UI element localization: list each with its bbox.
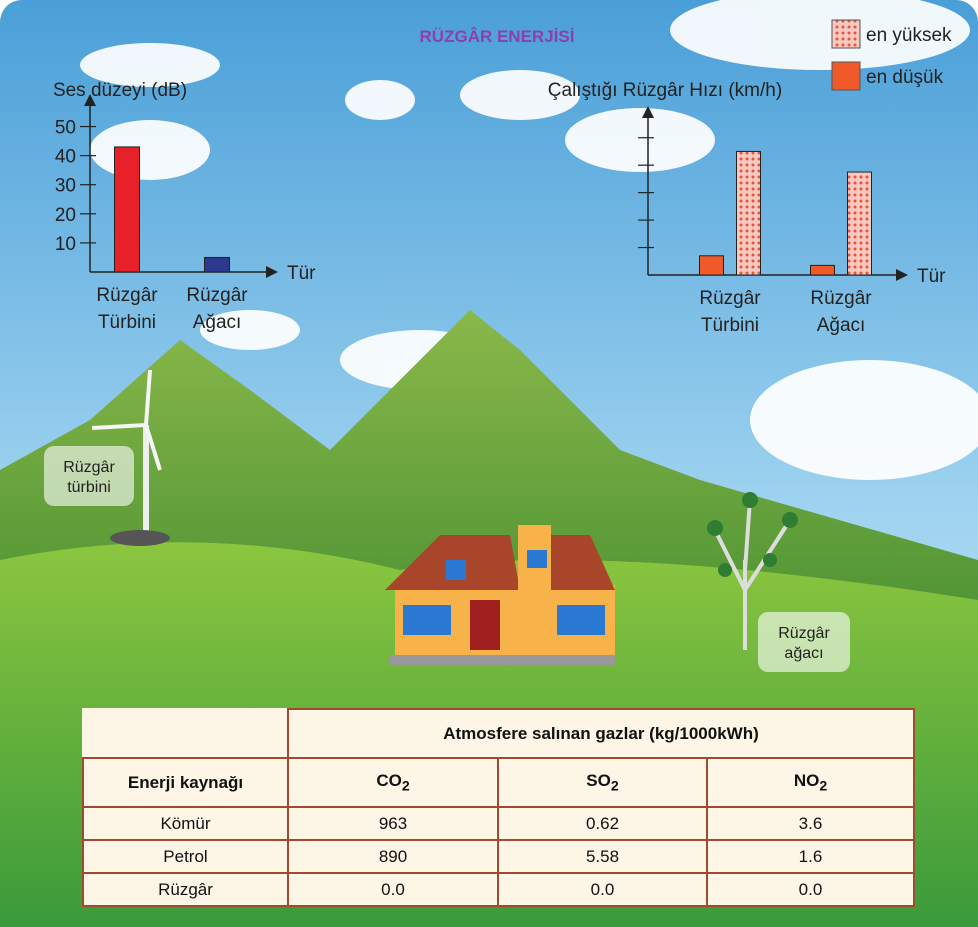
emissions-table: Atmosfere salınan gazlar (kg/1000kWh) En… <box>82 708 915 907</box>
legend-label: en düşük <box>866 67 944 88</box>
table-cell: 0.0 <box>498 873 707 906</box>
subscript: 2 <box>611 778 619 794</box>
bar <box>737 151 761 275</box>
table-cell: Kömür <box>83 807 288 840</box>
table-cell: 1.6 <box>707 840 914 873</box>
column-header-text: CO <box>376 771 402 790</box>
table-cell: 890 <box>288 840 498 873</box>
column-header-text: Enerji kaynağı <box>128 773 243 792</box>
legend-label: en yüksek <box>866 25 952 46</box>
table-cell: 5.58 <box>498 840 707 873</box>
y-axis-label: Çalıştığı Rüzgâr Hızı (km/h) <box>548 80 782 101</box>
bar <box>115 147 140 272</box>
column-header: CO2 <box>288 758 498 807</box>
y-tick-label: 50 <box>55 118 76 139</box>
legend-swatch <box>832 20 860 48</box>
table-cell: 963 <box>288 807 498 840</box>
bar <box>700 256 724 275</box>
table-cell: 0.62 <box>498 807 707 840</box>
x-axis-label: Tür <box>287 263 316 284</box>
table-cell: Petrol <box>83 840 288 873</box>
bar <box>848 172 872 275</box>
subscript: 2 <box>402 778 410 794</box>
table-cell: 0.0 <box>288 873 498 906</box>
table-cell: Rüzgâr <box>83 873 288 906</box>
column-header: SO2 <box>498 758 707 807</box>
y-tick-label: 10 <box>55 234 76 255</box>
table-cell: 3.6 <box>707 807 914 840</box>
title: RÜZGÂR ENERJİSİ <box>420 27 575 46</box>
column-header-text: SO <box>586 771 611 790</box>
y-tick-label: 40 <box>55 147 76 168</box>
column-header: NO2 <box>707 758 914 807</box>
table-cell: 0.0 <box>707 873 914 906</box>
page: RÜZGÂR ENERJİSİ Rüzgârtürbini Rüzgârağac… <box>0 0 978 927</box>
bar <box>811 265 835 275</box>
y-axis-label: Ses düzeyi (dB) <box>53 80 187 101</box>
group-header: Atmosfere salınan gazlar (kg/1000kWh) <box>288 709 914 758</box>
column-header-text: NO <box>794 771 820 790</box>
subscript: 2 <box>819 778 827 794</box>
y-tick-label: 20 <box>55 205 76 226</box>
x-axis-label: Tür <box>917 266 946 287</box>
legend-swatch <box>832 62 860 90</box>
y-tick-label: 30 <box>55 176 76 197</box>
column-header: Enerji kaynağı <box>83 758 288 807</box>
bar <box>205 257 230 272</box>
